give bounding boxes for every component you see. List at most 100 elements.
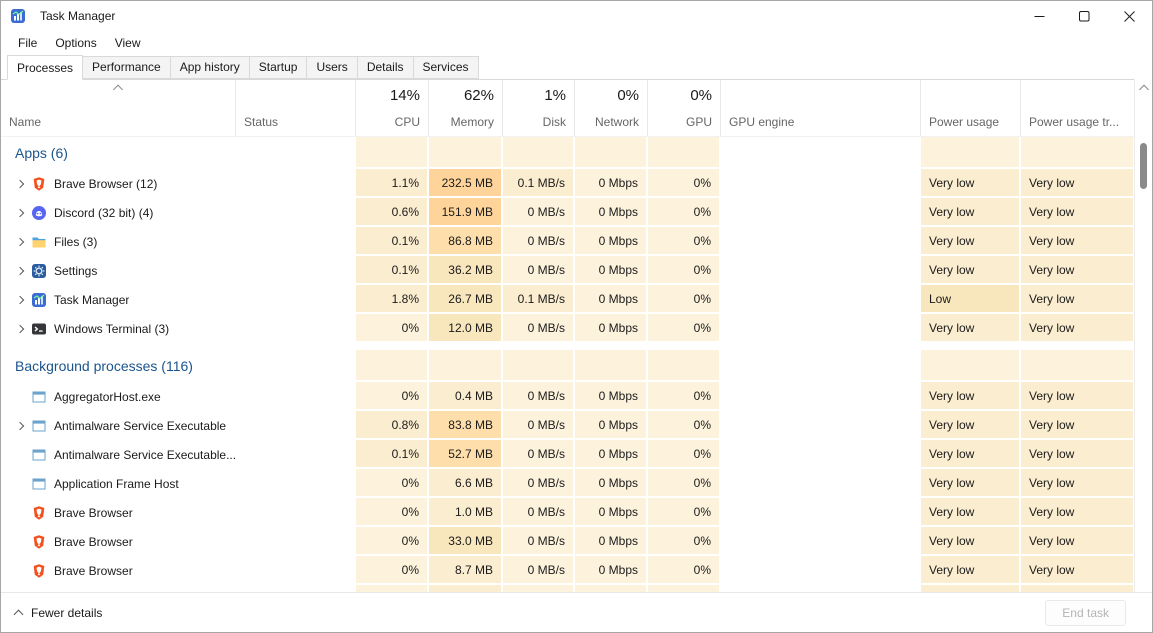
- network-cell: 0 Mbps: [575, 585, 648, 592]
- vertical-scrollbar[interactable]: [1134, 79, 1152, 592]
- column-header-name[interactable]: Name: [1, 80, 236, 136]
- expand-chevron-icon[interactable]: [9, 198, 31, 227]
- tab-users[interactable]: Users: [306, 56, 358, 79]
- column-header-disk[interactable]: 1% Disk: [503, 80, 575, 136]
- tab-details[interactable]: Details: [356, 56, 414, 79]
- column-header-gpu_engine[interactable]: GPU engine: [721, 80, 921, 136]
- column-header-memory[interactable]: 62% Memory: [429, 80, 503, 136]
- column-header-power[interactable]: Power usage: [921, 80, 1021, 136]
- cpu-cell: 1.1%: [356, 169, 429, 198]
- menu-view[interactable]: View: [114, 35, 141, 50]
- column-header-status[interactable]: Status: [236, 80, 356, 136]
- status-cell: [236, 198, 356, 227]
- memory-cell: 232.5 MB: [429, 169, 503, 198]
- process-row[interactable]: Discord (32 bit) (4) 0.6% 151.9 MB 0 MB/s 0 …: [1, 198, 1135, 227]
- memory-cell: 26.7 MB: [429, 285, 503, 314]
- gpu-engine-cell: [721, 169, 921, 198]
- memory-cell: 151.9 MB: [429, 198, 503, 227]
- tab-performance[interactable]: Performance: [82, 56, 171, 79]
- process-name-cell: Discord (32 bit) (4): [1, 198, 236, 227]
- minimize-button[interactable]: [1017, 1, 1062, 31]
- disk-cell: 0 MB/s: [503, 527, 575, 556]
- gpu-cell: 0%: [648, 440, 721, 469]
- close-button[interactable]: [1107, 1, 1152, 31]
- process-name-cell: AggregatorHost.exe: [1, 382, 236, 411]
- group-header-row[interactable]: Background processes (116): [1, 350, 1135, 382]
- gpu-engine-cell: [721, 411, 921, 440]
- expand-chevron-icon[interactable]: [9, 256, 31, 285]
- column-header-network[interactable]: 0% Network: [575, 80, 648, 136]
- menu-bar: File Options View: [1, 31, 1152, 54]
- process-row[interactable]: Files (3) 0.1% 86.8 MB 0 MB/s 0 Mbps 0% Very l…: [1, 227, 1135, 256]
- network-cell: 0 Mbps: [575, 256, 648, 285]
- menu-file[interactable]: File: [18, 35, 38, 50]
- minimize-icon: [1034, 15, 1045, 17]
- gpu-cell: 0%: [648, 382, 721, 411]
- window-controls: [1017, 1, 1152, 31]
- heat-cell: [648, 137, 721, 169]
- process-name: Brave Browser: [54, 563, 133, 578]
- process-row[interactable]: Application Frame Host 0% 6.6 MB 0 MB/s 0 Mb…: [1, 469, 1135, 498]
- disk-cell: 0 MB/s: [503, 314, 575, 343]
- process-row[interactable]: Brave Browser (12) 1.1% 232.5 MB 0.1 MB/s 0 …: [1, 169, 1135, 198]
- tab-services[interactable]: Services: [412, 56, 479, 79]
- tab-app-history[interactable]: App history: [169, 56, 250, 79]
- cpu-cell: 0%: [356, 556, 429, 585]
- process-row[interactable]: Brave Browser 0% 33.0 MB 0 MB/s 0 Mbps 0% Very…: [1, 527, 1135, 556]
- process-name: Discord (32 bit) (4): [54, 205, 154, 220]
- expand-chevron-icon[interactable]: [9, 285, 31, 314]
- maximize-button[interactable]: [1062, 1, 1107, 31]
- memory-cell: 33.0 MB: [429, 527, 503, 556]
- process-row[interactable]: Antimalware Service Executable 0.8% 83.8 M…: [1, 411, 1135, 440]
- status-cell: [236, 350, 356, 382]
- process-name-cell: Application Frame Host: [1, 469, 236, 498]
- end-task-button[interactable]: End task: [1045, 599, 1126, 626]
- gpu-cell: 0%: [648, 556, 721, 585]
- cpu-cell: 0.6%: [356, 198, 429, 227]
- menu-options[interactable]: Options: [55, 35, 97, 50]
- brave-icon: [31, 592, 47, 593]
- expand-chevron-icon[interactable]: [9, 169, 31, 198]
- column-header-cpu[interactable]: 14% CPU: [356, 80, 429, 136]
- column-usage-percent: 1%: [544, 87, 566, 104]
- gpu-engine-cell: [721, 198, 921, 227]
- column-header-power_trend[interactable]: Power usage tr...: [1021, 80, 1135, 136]
- expand-chevron-icon[interactable]: [9, 411, 31, 440]
- network-cell: 0 Mbps: [575, 285, 648, 314]
- scrollbar-up-icon[interactable]: [1138, 84, 1149, 95]
- process-row[interactable]: Brave Browser 0% 1.0 MB 0 MB/s 0 Mbps 0% Very …: [1, 498, 1135, 527]
- expand-chevron-icon[interactable]: [9, 314, 31, 343]
- gpu-engine-cell: [721, 527, 921, 556]
- status-cell: [236, 440, 356, 469]
- disk-cell: 0.1 MB/s: [503, 169, 575, 198]
- process-name: Task Manager: [54, 292, 130, 307]
- chevron-spacer: [9, 585, 31, 592]
- process-row[interactable]: Brave Browser 0% 8.7 MB 0 MB/s 0 Mbps 0% Very …: [1, 556, 1135, 585]
- power-trend-cell: Very low: [1021, 527, 1135, 556]
- process-row[interactable]: Windows Terminal (3) 0% 12.0 MB 0 MB/s 0 Mbp…: [1, 314, 1135, 343]
- gpu-cell: 0%: [648, 285, 721, 314]
- group-header-row[interactable]: Apps (6): [1, 137, 1135, 169]
- column-label: Name: [9, 115, 42, 129]
- tab-processes[interactable]: Processes: [7, 55, 84, 80]
- scrollbar-thumb[interactable]: [1140, 143, 1147, 189]
- memory-cell: 8.7 MB: [429, 556, 503, 585]
- process-row[interactable]: Task Manager 1.8% 26.7 MB 0.1 MB/s 0 Mbps 0% L…: [1, 285, 1135, 314]
- power-cell: Very low: [921, 498, 1021, 527]
- terminal-icon: [31, 321, 47, 337]
- expand-chevron-icon[interactable]: [9, 227, 31, 256]
- cpu-cell: 1.8%: [356, 285, 429, 314]
- column-label: Power usage tr...: [1029, 115, 1120, 129]
- column-header-gpu[interactable]: 0% GPU: [648, 80, 721, 136]
- disk-cell: 0 MB/s: [503, 256, 575, 285]
- process-row[interactable]: Antimalware Service Executable... 0.1% 52.…: [1, 440, 1135, 469]
- process-row[interactable]: Settings 0.1% 36.2 MB 0 MB/s 0 Mbps 0% Very lo…: [1, 256, 1135, 285]
- gpu-engine-cell: [721, 498, 921, 527]
- process-row[interactable]: AggregatorHost.exe 0% 0.4 MB 0 MB/s 0 Mbps 0%…: [1, 382, 1135, 411]
- process-name-cell: Brave Browser: [1, 556, 236, 585]
- memory-cell: 6.6 MB: [429, 469, 503, 498]
- tab-startup[interactable]: Startup: [248, 56, 308, 79]
- generic-icon: [31, 476, 47, 492]
- details-toggle[interactable]: Fewer details: [13, 606, 102, 620]
